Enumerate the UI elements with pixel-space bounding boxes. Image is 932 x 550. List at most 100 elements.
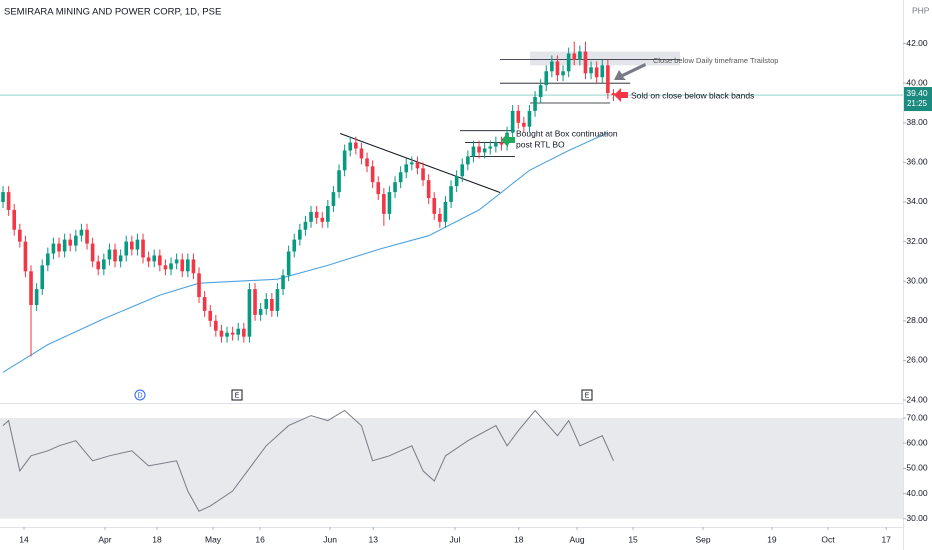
candle-body xyxy=(40,265,45,290)
candle-body xyxy=(113,249,117,262)
candle-body xyxy=(555,61,560,76)
price-label-box xyxy=(904,87,932,112)
candle-body xyxy=(404,164,409,173)
candle-body xyxy=(242,328,246,337)
candle-body xyxy=(561,71,565,76)
candle-body xyxy=(572,53,577,60)
candle-body xyxy=(326,205,330,222)
candle-body xyxy=(488,146,493,149)
candle-body xyxy=(118,255,123,262)
y-tick-label: 42.00 xyxy=(906,38,928,48)
x-tick-label: 14 xyxy=(19,534,29,544)
candle-body xyxy=(578,51,582,60)
candle-body xyxy=(320,217,325,222)
candle-body xyxy=(538,85,543,98)
candle-body xyxy=(253,289,257,315)
candle-body xyxy=(247,289,252,337)
arrow-gray xyxy=(614,63,646,80)
candle-body xyxy=(348,142,353,151)
x-tick-label: 18 xyxy=(152,534,162,544)
candle-body xyxy=(471,146,476,157)
price-label: 39.40 xyxy=(906,88,928,98)
y-tick-label: 70.00 xyxy=(906,412,928,422)
candle-body xyxy=(46,253,50,266)
candle-body xyxy=(482,148,487,153)
candle-body xyxy=(34,289,39,305)
rsi-band xyxy=(0,418,903,519)
x-tick-label: Apr xyxy=(98,534,111,544)
candle-body xyxy=(309,211,313,222)
candle-body xyxy=(499,142,504,145)
candle-body xyxy=(466,156,470,165)
x-tick-label: 15 xyxy=(628,534,638,544)
candle-body xyxy=(298,229,302,240)
event-label: D xyxy=(137,392,142,399)
candle-body xyxy=(208,310,213,321)
candle-body xyxy=(186,259,190,272)
y-tick-label: 60.00 xyxy=(906,437,928,447)
candle-body xyxy=(57,243,61,252)
candle-body xyxy=(85,229,89,244)
candle-body xyxy=(365,158,369,167)
candle-body xyxy=(342,150,347,171)
candle-body xyxy=(96,261,101,270)
candle-body xyxy=(214,320,218,331)
candle-body xyxy=(141,239,145,258)
candle-body xyxy=(286,251,291,276)
x-tick-label: Jun xyxy=(323,534,337,544)
candle-body xyxy=(527,110,532,127)
candle-body xyxy=(146,257,151,262)
candle-body xyxy=(410,162,414,165)
candle-body xyxy=(258,308,263,315)
candle-body xyxy=(426,180,431,199)
candle-body xyxy=(421,168,425,181)
candle-body xyxy=(303,221,308,230)
candle-body xyxy=(152,255,157,262)
x-tick-label: Sep xyxy=(696,534,711,544)
x-tick-label: 19 xyxy=(767,534,777,544)
note-sold: Sold on close below black bands xyxy=(631,90,754,100)
candle-body xyxy=(158,255,162,266)
candle-body xyxy=(398,172,403,183)
x-tick-label: 17 xyxy=(881,534,891,544)
candle-body xyxy=(438,213,442,222)
event-marker[interactable] xyxy=(231,389,243,401)
candle-body xyxy=(6,192,11,210)
candle-body xyxy=(432,198,437,214)
candle-body xyxy=(510,110,515,133)
candle-body xyxy=(79,229,84,236)
candle-body xyxy=(583,51,588,74)
candle-body xyxy=(275,289,280,311)
arrow-green xyxy=(501,133,515,147)
y-tick-label: 28.00 xyxy=(906,315,928,325)
note-bought: Bought at Box continuation xyxy=(516,128,618,138)
candle-body xyxy=(130,241,134,250)
candle-body xyxy=(443,201,448,222)
candle-body xyxy=(180,259,185,272)
y-tick-label: 32.00 xyxy=(906,236,928,246)
candle-body xyxy=(1,192,5,202)
candle-body xyxy=(29,271,33,305)
candle-body xyxy=(219,330,224,337)
arrow-red xyxy=(614,88,628,102)
candle-body xyxy=(393,182,397,193)
candle-body xyxy=(270,299,274,311)
candle-body xyxy=(594,67,599,78)
candle-body xyxy=(23,241,28,272)
y-tick-label: 30.00 xyxy=(906,513,928,523)
candle-body xyxy=(18,229,22,242)
candle-body xyxy=(163,265,168,270)
rsi-line xyxy=(2,409,614,512)
candle-body xyxy=(522,122,526,127)
y-tick-label: 50.00 xyxy=(906,463,928,473)
y-tick-label: 36.00 xyxy=(906,157,928,167)
candle-body xyxy=(449,186,453,202)
candle-body xyxy=(197,273,201,298)
event-marker[interactable] xyxy=(134,389,146,401)
event-marker[interactable] xyxy=(581,389,593,401)
candle-body xyxy=(494,142,498,147)
candle-body xyxy=(102,259,106,270)
candle-body xyxy=(516,110,521,123)
candle-body xyxy=(292,239,297,252)
